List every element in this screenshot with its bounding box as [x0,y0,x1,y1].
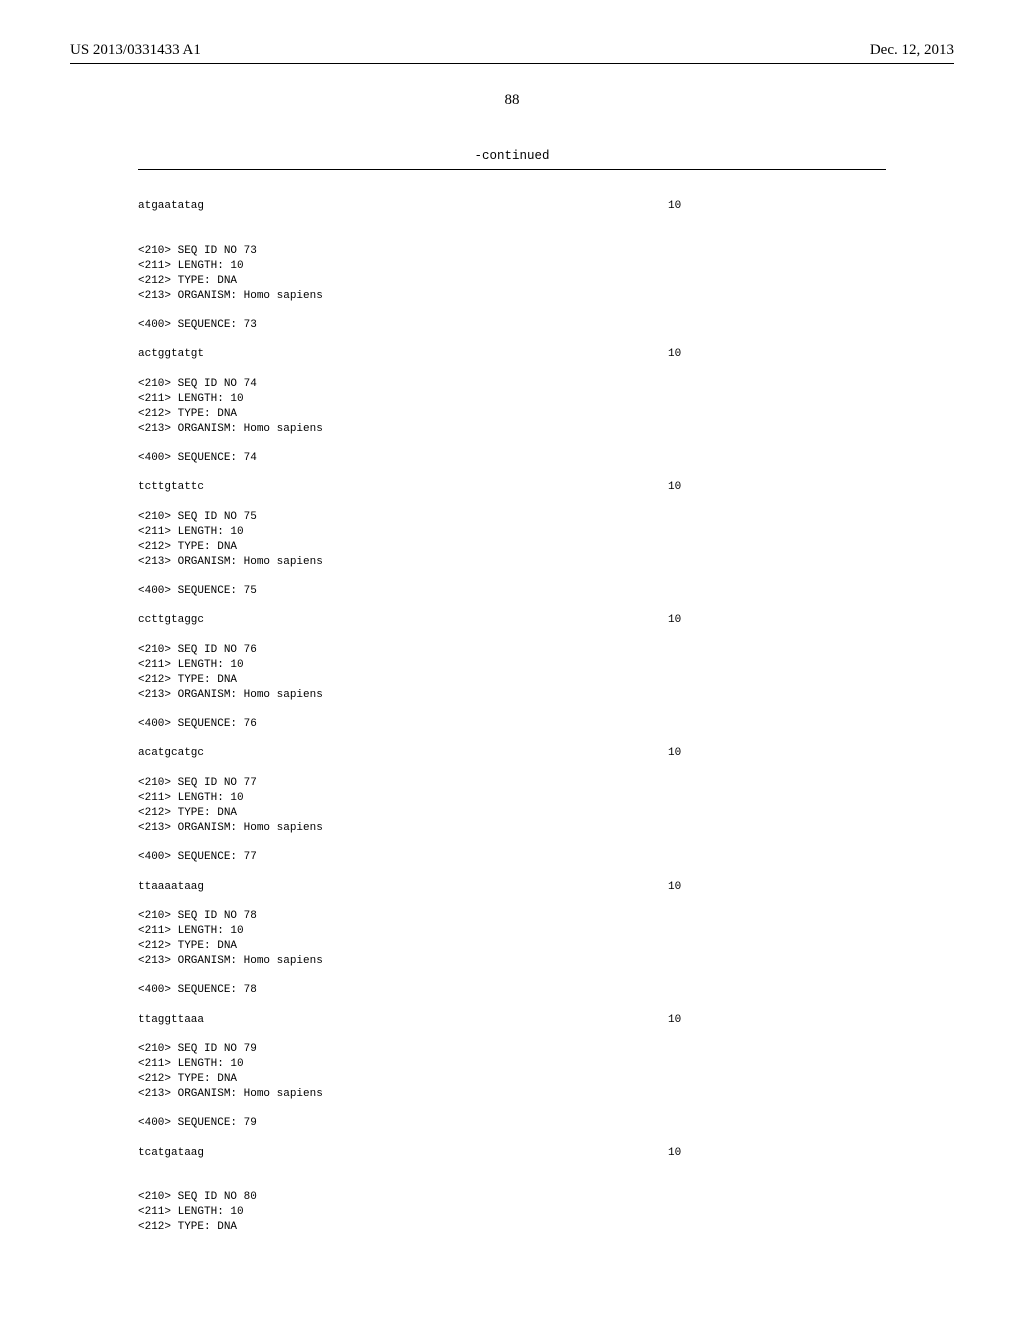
sequence-length: 10 [668,880,681,895]
sequence-tag: <400> SEQUENCE: 78 [138,983,886,998]
sequence-block: <210> SEQ ID NO 74<211> LENGTH: 10<212> … [138,377,886,496]
sequence-meta-line: <210> SEQ ID NO 79 [138,1042,886,1057]
sequence-meta-line: <213> ORGANISM: Homo sapiens [138,422,886,437]
content-top-rule [138,169,886,170]
sequence-meta-line: <211> LENGTH: 10 [138,791,886,806]
top-sequence-row: atgaatatag10 [138,199,886,214]
sequence-meta-line: <210> SEQ ID NO 73 [138,244,886,259]
page-header: US 2013/0331433 A1 Dec. 12, 2013 [70,42,954,59]
sequence-meta-line: <212> TYPE: DNA [138,1072,886,1087]
sequence-data: actggtatgt [138,347,668,362]
sequence-block: <210> SEQ ID NO 77<211> LENGTH: 10<212> … [138,776,886,895]
sequence-data: acatgcatgc [138,746,668,761]
sequence-data-row: actggtatgt10 [138,347,886,362]
sequence-length: 10 [668,746,681,761]
sequence-data: tcatgataag [138,1146,668,1161]
sequence-meta-line: <212> TYPE: DNA [138,407,886,422]
sequence-meta-line: <212> TYPE: DNA [138,673,886,688]
sequence-length: 10 [668,480,681,495]
sequence-meta-line: <211> LENGTH: 10 [138,525,886,540]
sequence-data: tcttgtattc [138,480,668,495]
sequence-block: <210> SEQ ID NO 76<211> LENGTH: 10<212> … [138,643,886,762]
sequence-meta-line: <212> TYPE: DNA [138,806,886,821]
sequence-meta-line: <212> TYPE: DNA [138,540,886,555]
sequence-meta-line: <213> ORGANISM: Homo sapiens [138,1087,886,1102]
continued-label: -continued [70,149,954,163]
sequence-data-row: ccttgtaggc10 [138,613,886,628]
sequence-meta-line: <210> SEQ ID NO 80 [138,1190,886,1205]
sequence-data: ttaaaataag [138,880,668,895]
sequence-meta-line: <213> ORGANISM: Homo sapiens [138,821,886,836]
sequence-meta-line: <213> ORGANISM: Homo sapiens [138,555,886,570]
sequence-length: 10 [668,613,681,628]
sequence-meta-line: <210> SEQ ID NO 78 [138,909,886,924]
sequence-block-partial: <210> SEQ ID NO 80<211> LENGTH: 10<212> … [138,1190,886,1236]
sequence-length: 10 [668,347,681,362]
sequence-tag: <400> SEQUENCE: 74 [138,451,886,466]
sequence-meta-line: <213> ORGANISM: Homo sapiens [138,954,886,969]
sequence-meta-line: <212> TYPE: DNA [138,274,886,289]
sequence-data-row: ttaggttaaa10 [138,1013,886,1028]
sequence-block: <210> SEQ ID NO 79<211> LENGTH: 10<212> … [138,1042,886,1161]
sequence-meta-line: <211> LENGTH: 10 [138,924,886,939]
sequence-meta-line: <212> TYPE: DNA [138,939,886,954]
sequence-length: 10 [668,1013,681,1028]
sequence-block: <210> SEQ ID NO 75<211> LENGTH: 10<212> … [138,510,886,629]
sequence-meta-line: <211> LENGTH: 10 [138,1205,886,1220]
sequence-data-row: tcttgtattc10 [138,480,886,495]
top-sequence-data: atgaatatag [138,199,668,214]
sequence-block: <210> SEQ ID NO 78<211> LENGTH: 10<212> … [138,909,886,1028]
sequence-meta-line: <210> SEQ ID NO 74 [138,377,886,392]
sequence-data: ttaggttaaa [138,1013,668,1028]
publication-date: Dec. 12, 2013 [870,42,954,59]
sequence-meta-line: <211> LENGTH: 10 [138,658,886,673]
sequence-tag: <400> SEQUENCE: 79 [138,1116,886,1131]
sequence-meta-line: <210> SEQ ID NO 77 [138,776,886,791]
sequence-tag: <400> SEQUENCE: 76 [138,717,886,732]
sequence-meta-line: <210> SEQ ID NO 75 [138,510,886,525]
sequence-block: <210> SEQ ID NO 73<211> LENGTH: 10<212> … [138,244,886,363]
sequence-data-row: tcatgataag10 [138,1146,886,1161]
sequence-data-row: ttaaaataag10 [138,880,886,895]
sequence-meta-line: <213> ORGANISM: Homo sapiens [138,688,886,703]
sequence-meta-line: <211> LENGTH: 10 [138,1057,886,1072]
header-rule [70,63,954,64]
sequence-meta-line: <213> ORGANISM: Homo sapiens [138,289,886,304]
sequence-length: 10 [668,1146,681,1161]
sequence-tag: <400> SEQUENCE: 75 [138,584,886,599]
sequence-meta-line: <211> LENGTH: 10 [138,259,886,274]
sequence-tag: <400> SEQUENCE: 73 [138,318,886,333]
sequence-data-row: acatgcatgc10 [138,746,886,761]
top-sequence-length: 10 [668,199,681,214]
sequence-meta-line: <210> SEQ ID NO 76 [138,643,886,658]
page-container: US 2013/0331433 A1 Dec. 12, 2013 88 -con… [0,0,1024,1320]
publication-number: US 2013/0331433 A1 [70,42,201,59]
sequence-tag: <400> SEQUENCE: 77 [138,850,886,865]
sequence-meta-line: <211> LENGTH: 10 [138,392,886,407]
page-number: 88 [70,92,954,109]
sequence-data: ccttgtaggc [138,613,668,628]
sequence-listing: atgaatatag10 <210> SEQ ID NO 73<211> LEN… [138,184,886,1251]
sequence-meta-line: <212> TYPE: DNA [138,1220,886,1235]
